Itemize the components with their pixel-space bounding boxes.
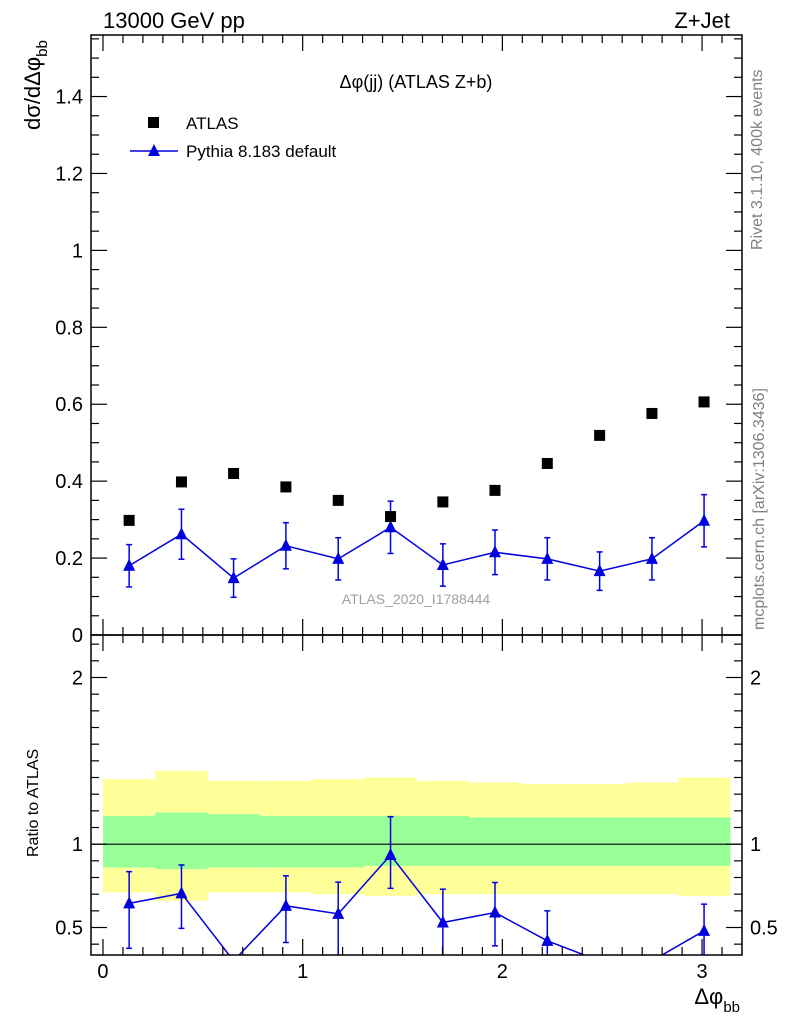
atlas-point (541, 457, 553, 469)
atlas-point (594, 429, 606, 441)
atlas-point (698, 396, 710, 408)
pythia-point (488, 545, 501, 558)
ratio-pythia-error-bars (126, 815, 708, 955)
ratio-pythia-point (123, 896, 136, 909)
ratio-pythia-point (436, 915, 449, 928)
main-ytick-label: 0.6 (55, 394, 83, 416)
pythia-point (227, 571, 240, 584)
atlas-point (437, 496, 449, 508)
ratio-ylabel: Ratio to ATLAS (25, 749, 42, 857)
main-ytick-label: 1.2 (55, 163, 83, 185)
legend-pythia-marker (148, 144, 160, 156)
main-ytick-label: 0 (72, 625, 83, 647)
ratio-xtick-label: 1 (297, 961, 308, 983)
energy-label: 13000 GeV pp (103, 8, 245, 33)
main-ytick-label: 0.8 (55, 317, 83, 339)
pythia-point (645, 551, 658, 564)
main-title: Δφ(jj) (ATLAS Z+b) (340, 72, 493, 92)
atlas-point (646, 407, 658, 419)
main-ytick-label: 1.4 (55, 87, 83, 109)
band-inner-bin (155, 812, 208, 870)
ratio-ytick-label: 1 (72, 834, 83, 856)
atlas-point (385, 511, 397, 523)
legend-atlas-marker (148, 117, 159, 128)
ratio-frame (90, 634, 743, 956)
pythia-point (384, 520, 397, 533)
pythia-point (332, 551, 345, 564)
atlas-point (280, 481, 292, 493)
process-label: Z+Jet (674, 8, 730, 33)
ratio-pythia-point (384, 848, 397, 860)
band-inner-bin (416, 815, 470, 866)
ratio-ytick-labels: 0.5 0.5 1 1 2 2 (55, 668, 778, 940)
ratio-ytick-label: 0.5 (55, 918, 83, 940)
main-ylabel-sub: bb (34, 40, 51, 57)
ratio-ytick-label: 2 (72, 668, 83, 690)
band-inner-bin (573, 817, 626, 866)
uncertainty-band-inner (102, 812, 731, 870)
ratio-pythia-markers (123, 848, 711, 946)
band-inner-bin (521, 817, 574, 866)
ratio-ytick-label-right: 1 (750, 834, 761, 856)
pythia-line (128, 520, 705, 580)
ratio-xlabel: Δφbb (694, 984, 740, 1016)
atlas-point (123, 514, 135, 526)
pythia-point (541, 551, 554, 564)
ratio-xtick-labels: 0 1 2 3 (97, 961, 707, 983)
band-inner-bin (678, 817, 731, 866)
ratio-pythia-point (332, 906, 345, 919)
band-inner-bin (259, 815, 313, 868)
ratio-ytick-label-right: 0.5 (750, 918, 778, 940)
ratio-pythia-point (541, 933, 554, 946)
atlas-markers (123, 396, 710, 526)
band-inner-bin (469, 817, 522, 866)
pythia-point (123, 558, 136, 571)
atlas-point (332, 494, 344, 506)
ratio-pythia-point (175, 886, 188, 899)
atlas-point (228, 467, 240, 479)
pythia-point (593, 564, 606, 577)
ratio-xtick-label: 0 (97, 961, 108, 983)
pythia-point (279, 538, 292, 551)
rivet-info: Rivet 3.1.10, 400k events (749, 69, 766, 250)
pythia-markers (123, 513, 711, 584)
main-panel: 00.20.40.60.811.21.4 Δφ(jj) (ATLAS Z+b) … (20, 34, 743, 647)
main-ticks (91, 35, 742, 636)
band-inner-bin (207, 814, 260, 868)
legend-pythia-label: Pythia 8.183 default (186, 142, 337, 161)
legend: ATLAS Pythia 8.183 default (130, 114, 337, 161)
ratio-ticks (91, 635, 742, 955)
mcplots-info: mcplots.cern.ch [arXiv:1306.3436] (751, 388, 768, 630)
ratio-pythia-point (698, 923, 711, 936)
watermark: ATLAS_2020_I1788444 (342, 591, 491, 607)
main-ytick-label: 0.2 (55, 548, 83, 570)
svg-text:dσ/dΔφbb: dσ/dΔφbb (20, 40, 51, 130)
ratio-pythia-point (279, 898, 292, 911)
ratio-xtick-label: 2 (497, 961, 508, 983)
main-ytick-label: 1 (72, 240, 83, 262)
pythia-point (698, 513, 711, 526)
main-ytick-labels: 0 0.2 0.4 0.6 0.8 1 1.2 1.4 (55, 87, 83, 647)
ratio-panel: 0.5 0.5 1 1 2 2 0 1 2 3 Ratio to ATLAS Δφbb (25, 634, 778, 1016)
ratio-xtick-label: 3 (696, 961, 707, 983)
ratio-pythia-line (129, 853, 705, 955)
pythia-point (175, 527, 188, 540)
atlas-point (489, 484, 501, 496)
band-inner-bin (625, 817, 679, 866)
ratio-pythia-point (488, 905, 501, 918)
ratio-ytick-label-right: 2 (750, 668, 761, 690)
atlas-point (175, 476, 187, 488)
pythia-point (436, 558, 449, 570)
legend-atlas-label: ATLAS (186, 114, 239, 133)
main-ylabel-main: dσ/dΔφ (20, 57, 45, 130)
band-inner-bin (102, 815, 156, 868)
ratio-xlabel-main: Δφ (694, 984, 723, 1009)
ratio-xlabel-sub: bb (723, 999, 740, 1016)
main-ylabel: dσ/dΔφbb (20, 40, 51, 130)
main-ytick-label: 0.4 (55, 471, 83, 493)
band-inner-bin (312, 815, 365, 868)
